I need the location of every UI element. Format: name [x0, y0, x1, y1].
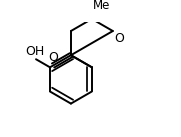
Text: O: O: [48, 51, 58, 64]
Text: O: O: [114, 32, 124, 45]
Text: OH: OH: [25, 45, 45, 58]
Text: Me: Me: [93, 0, 111, 12]
